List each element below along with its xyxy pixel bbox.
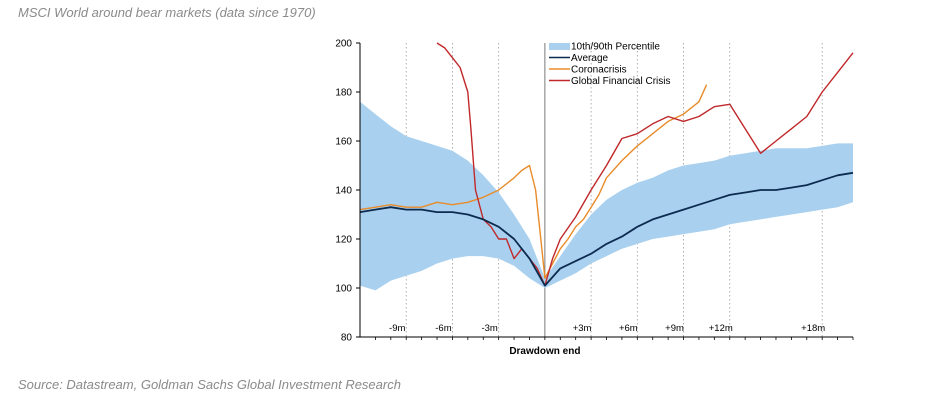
percentile-band xyxy=(360,101,853,291)
month-label-5: +9m xyxy=(665,323,684,334)
tick-labels: -9m -6m -3m +3m +6m +9m +12m +18m 80 100 120 140 160… xyxy=(335,39,825,344)
axes xyxy=(356,42,854,340)
y-tick-label-0: 80 xyxy=(341,333,353,344)
source-note: Source: Datastream, Goldman Sachs Global… xyxy=(18,377,401,392)
y-tick-label-4: 160 xyxy=(335,137,352,148)
month-label-1: -6m xyxy=(435,323,451,334)
legend-label-gfc: Global Financial Crisis xyxy=(571,76,670,87)
y-tick-label-5: 180 xyxy=(335,88,352,99)
month-label-0: -9m xyxy=(389,323,405,334)
legend-label-average: Average xyxy=(571,53,609,64)
series-line-gfc xyxy=(436,42,854,287)
series-line-coronacrisis xyxy=(359,84,708,279)
percentile-band-area xyxy=(360,101,853,291)
legend: 10th/90th PercentileAverageCoronacrisisG… xyxy=(549,42,670,87)
legend-label-band: 10th/90th Percentile xyxy=(571,42,660,53)
month-label-4: +6m xyxy=(619,323,638,334)
legend-label-coronacrisis: Coronacrisis xyxy=(571,65,627,76)
series-lines xyxy=(359,42,854,287)
series-line-average xyxy=(359,171,854,287)
legend-swatch-band xyxy=(549,43,570,50)
month-label-3: +3m xyxy=(573,323,592,334)
y-tick-label-3: 140 xyxy=(335,186,352,197)
month-label-2: -3m xyxy=(481,323,497,334)
month-label-6: +12m xyxy=(709,323,733,334)
month-label-7: +18m xyxy=(801,323,825,334)
y-tick-label-2: 120 xyxy=(335,235,352,246)
x-axis-label: Drawdown end xyxy=(509,346,580,357)
y-tick-label-6: 200 xyxy=(335,39,352,50)
chart-title: MSCI World around bear markets (data sin… xyxy=(18,5,316,20)
y-tick-label-1: 100 xyxy=(335,284,352,295)
